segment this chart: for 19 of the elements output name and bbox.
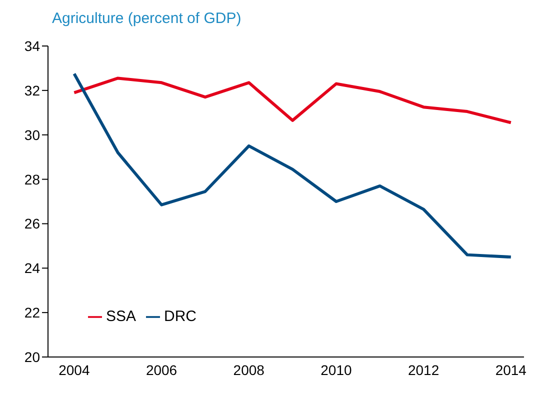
y-tick-label: 26: [24, 216, 40, 232]
x-tick-label: 2008: [233, 362, 265, 378]
x-tick-label: 2006: [146, 362, 178, 378]
x-tick-label: 2014: [495, 362, 527, 378]
line-series: [72, 76, 512, 124]
y-tick-label: 30: [24, 126, 40, 143]
legend-label: SSA: [106, 308, 136, 325]
chart-title: Agriculture (percent of GDP): [52, 10, 242, 27]
x-tick-label: 2012: [408, 362, 440, 378]
x-tick-label: 2010: [320, 362, 352, 378]
legend-label: DRC: [164, 308, 197, 325]
x-tick-label: 2004: [58, 362, 90, 378]
y-tick-label: 24: [24, 260, 40, 276]
y-tick-label: 22: [24, 304, 40, 321]
y-tick-label: 32: [24, 82, 40, 98]
line-series: [72, 72, 512, 259]
y-tick-label: 28: [24, 171, 40, 188]
y-tick-label: 20: [24, 348, 40, 365]
y-tick-label: 34: [24, 38, 40, 54]
